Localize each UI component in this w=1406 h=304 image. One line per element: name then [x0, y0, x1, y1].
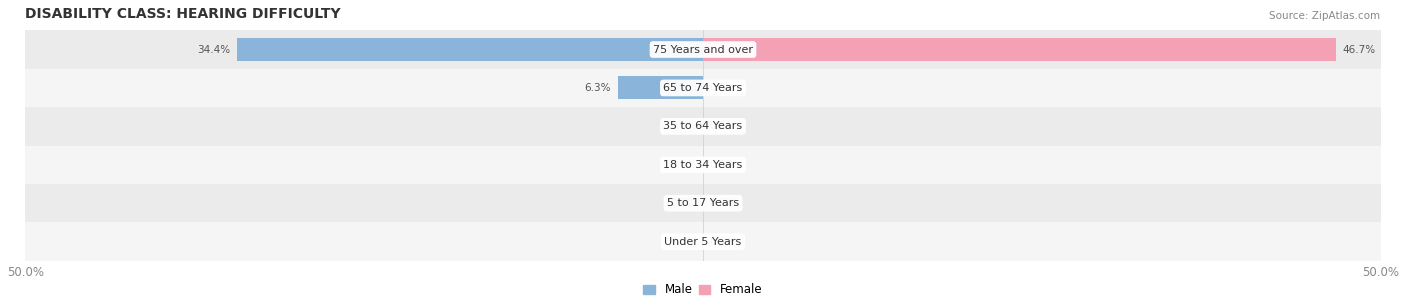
Text: 0.0%: 0.0%: [710, 160, 735, 170]
Bar: [703, 38, 1336, 61]
Bar: [25, 69, 1381, 107]
Text: 35 to 64 Years: 35 to 64 Years: [664, 121, 742, 131]
Text: 0.0%: 0.0%: [671, 237, 696, 247]
Text: 18 to 34 Years: 18 to 34 Years: [664, 160, 742, 170]
Bar: [617, 76, 703, 99]
Bar: [236, 38, 703, 61]
Bar: [25, 107, 1381, 146]
Text: Under 5 Years: Under 5 Years: [665, 237, 741, 247]
Bar: [25, 223, 1381, 261]
Text: 0.0%: 0.0%: [671, 121, 696, 131]
Text: 75 Years and over: 75 Years and over: [652, 44, 754, 54]
Bar: [25, 146, 1381, 184]
Text: 34.4%: 34.4%: [197, 44, 231, 54]
Text: 46.7%: 46.7%: [1343, 44, 1375, 54]
Text: 0.0%: 0.0%: [710, 121, 735, 131]
Text: Source: ZipAtlas.com: Source: ZipAtlas.com: [1270, 11, 1381, 21]
Text: 0.0%: 0.0%: [710, 83, 735, 93]
Text: 0.0%: 0.0%: [671, 198, 696, 208]
Text: 5 to 17 Years: 5 to 17 Years: [666, 198, 740, 208]
Text: DISABILITY CLASS: HEARING DIFFICULTY: DISABILITY CLASS: HEARING DIFFICULTY: [25, 7, 342, 21]
Text: 0.0%: 0.0%: [710, 237, 735, 247]
Bar: [25, 184, 1381, 223]
Text: 6.3%: 6.3%: [585, 83, 610, 93]
Legend: Male, Female: Male, Female: [644, 283, 762, 296]
Text: 0.0%: 0.0%: [710, 198, 735, 208]
Text: 0.0%: 0.0%: [671, 160, 696, 170]
Bar: [25, 30, 1381, 69]
Text: 65 to 74 Years: 65 to 74 Years: [664, 83, 742, 93]
